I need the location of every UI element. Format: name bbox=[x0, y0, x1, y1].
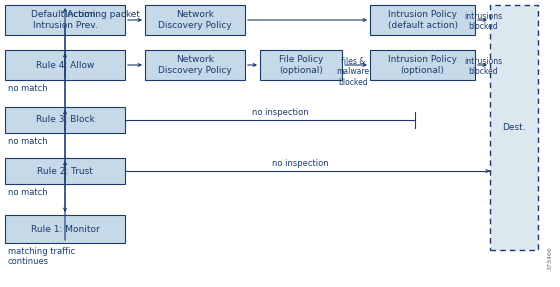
FancyBboxPatch shape bbox=[370, 5, 475, 35]
Text: Rule 4: Allow: Rule 4: Allow bbox=[36, 61, 94, 69]
Text: Intrusion Policy
(optional): Intrusion Policy (optional) bbox=[388, 55, 457, 75]
Text: no match: no match bbox=[8, 188, 48, 197]
FancyBboxPatch shape bbox=[145, 50, 245, 80]
Text: no inspection: no inspection bbox=[272, 159, 328, 168]
FancyBboxPatch shape bbox=[5, 50, 125, 80]
Text: Network
Discovery Policy: Network Discovery Policy bbox=[158, 55, 232, 75]
Text: no inspection: no inspection bbox=[251, 108, 309, 117]
Text: no match: no match bbox=[8, 84, 48, 93]
FancyBboxPatch shape bbox=[5, 5, 125, 35]
Text: Default Action:
Intrusion Prev.: Default Action: Intrusion Prev. bbox=[31, 10, 99, 30]
FancyBboxPatch shape bbox=[5, 215, 125, 243]
FancyBboxPatch shape bbox=[370, 50, 475, 80]
Text: 373466: 373466 bbox=[548, 246, 553, 270]
FancyBboxPatch shape bbox=[490, 5, 538, 250]
Text: Rule 2: Trust: Rule 2: Trust bbox=[37, 166, 93, 175]
Text: intrusions
blocked: intrusions blocked bbox=[464, 12, 502, 31]
Text: no match: no match bbox=[8, 137, 48, 146]
Text: Network
Discovery Policy: Network Discovery Policy bbox=[158, 10, 232, 30]
Text: Rule 1: Monitor: Rule 1: Monitor bbox=[31, 224, 99, 234]
Text: matching traffic
continues: matching traffic continues bbox=[8, 247, 75, 266]
Text: Intrusion Policy
(default action): Intrusion Policy (default action) bbox=[388, 10, 458, 30]
FancyBboxPatch shape bbox=[145, 5, 245, 35]
Text: File Policy
(optional): File Policy (optional) bbox=[279, 55, 323, 75]
Text: incoming packet: incoming packet bbox=[65, 10, 140, 19]
FancyBboxPatch shape bbox=[5, 158, 125, 184]
Text: Rule 3: Block: Rule 3: Block bbox=[36, 115, 95, 125]
FancyBboxPatch shape bbox=[5, 107, 125, 133]
Text: files &
malware
blocked: files & malware blocked bbox=[337, 57, 370, 87]
FancyBboxPatch shape bbox=[260, 50, 342, 80]
Text: intrusions
blocked: intrusions blocked bbox=[464, 57, 502, 76]
Text: Dest.: Dest. bbox=[502, 123, 526, 132]
